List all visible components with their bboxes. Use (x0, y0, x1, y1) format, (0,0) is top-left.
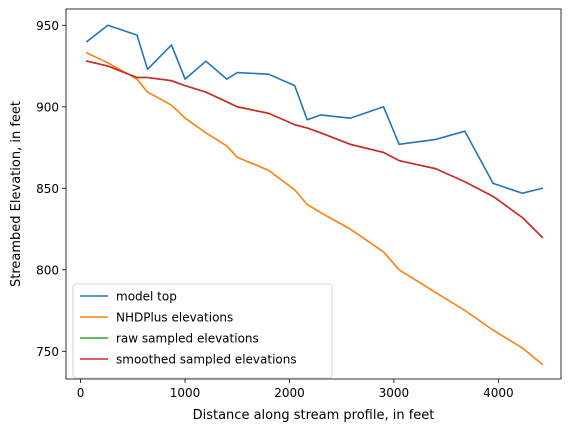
x-tick-label: 4000 (483, 386, 514, 400)
y-axis-label: Streambed Elevation, in feet (9, 101, 24, 287)
y-tick-label: 950 (36, 19, 59, 33)
series-line-0 (85, 24, 544, 194)
legend-entry: model top (116, 290, 177, 304)
x-tick-label: 3000 (379, 386, 410, 400)
legend: model top NHDPlus elevations raw sampled e… (72, 283, 333, 379)
y-tick-label: 800 (36, 263, 59, 277)
y-tick-label: 900 (36, 100, 59, 114)
series-line-1 (85, 51, 544, 366)
x-tick-label: 0 (77, 386, 85, 400)
legend-entry: smoothed sampled elevations (116, 353, 297, 367)
x-axis-label: Distance along stream profile, in feet (193, 408, 435, 423)
legend-entry: NHDPlus elevations (116, 311, 233, 325)
series-line-3 (85, 60, 544, 239)
series-layer (85, 24, 544, 366)
y-axis: 750 800 850 900 950 (36, 19, 66, 359)
x-tick-label: 1000 (170, 386, 201, 400)
axes-layer (65, 8, 562, 380)
y-tick-label: 850 (36, 182, 59, 196)
plot-frame (65, 8, 562, 380)
legend-frame (72, 283, 333, 379)
x-tick-label: 2000 (274, 386, 305, 400)
y-tick-label: 750 (36, 345, 59, 359)
x-axis: 0 1000 2000 3000 4000 (77, 379, 514, 400)
legend-entry: raw sampled elevations (116, 332, 259, 346)
